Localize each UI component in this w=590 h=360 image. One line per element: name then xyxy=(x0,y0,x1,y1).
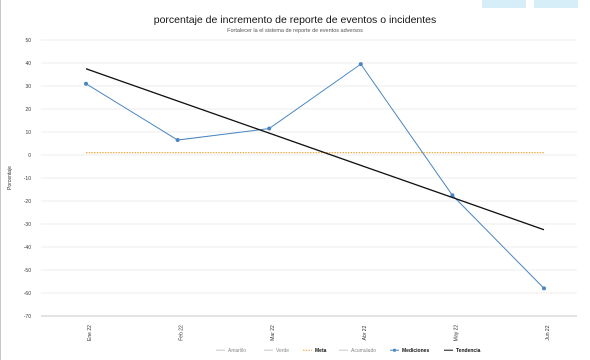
y-tick-label: -60 xyxy=(24,291,31,297)
y-tick-label: 10 xyxy=(25,130,31,136)
series-mediciones-point xyxy=(358,62,363,67)
x-tick-label: Mar 22 xyxy=(270,325,276,341)
chart-subtitle: Fortalecer la el sistema de reporte de e… xyxy=(227,28,363,34)
series-tendencia-line xyxy=(85,68,545,231)
chart-title: porcentaje de incremento de reporte de e… xyxy=(153,14,437,26)
legend-label-meta: Meta xyxy=(315,348,327,354)
legend-label-mediciones: Mediciones xyxy=(402,348,429,354)
legend-label-acumulado: Acumulado xyxy=(351,348,376,354)
series-mediciones-point xyxy=(267,126,272,131)
series-mediciones-line xyxy=(85,63,545,289)
y-axis-label: Porcentaje xyxy=(7,166,13,190)
y-tick-label: -20 xyxy=(24,199,31,205)
y-tick-label: 30 xyxy=(25,84,31,90)
y-tick-label: -50 xyxy=(24,268,31,274)
series-mediciones-point xyxy=(84,81,88,86)
y-tick-label: 0 xyxy=(28,153,31,159)
x-tick-label: Abr 22 xyxy=(362,325,368,340)
y-tick-label: -70 xyxy=(24,314,31,320)
series-mediciones-point xyxy=(542,286,546,291)
series-mediciones-point xyxy=(175,138,180,143)
y-tick-label: 50 xyxy=(25,38,31,44)
legend-label-tendencia: Tendencia xyxy=(456,348,481,354)
legend-label-amarillo: Amarillo xyxy=(228,348,246,354)
corner-tab-1 xyxy=(482,0,526,8)
series-mediciones-point xyxy=(450,193,455,198)
x-tick-label: Feb 22 xyxy=(179,325,185,341)
y-tick-label: -10 xyxy=(24,176,31,182)
x-tick-label: Ene 22 xyxy=(87,325,93,341)
y-tick-label: 40 xyxy=(25,61,31,67)
y-tick-label: -40 xyxy=(24,245,31,251)
legend-marker-mediciones xyxy=(392,348,397,352)
legend-label-verde: Verde xyxy=(276,348,289,354)
x-tick-label: May 22 xyxy=(453,325,459,342)
y-tick-label: -30 xyxy=(24,222,31,228)
y-tick-label: 20 xyxy=(25,107,31,113)
x-tick-label: Jun 22 xyxy=(545,325,551,340)
corner-tab-2 xyxy=(534,0,578,8)
